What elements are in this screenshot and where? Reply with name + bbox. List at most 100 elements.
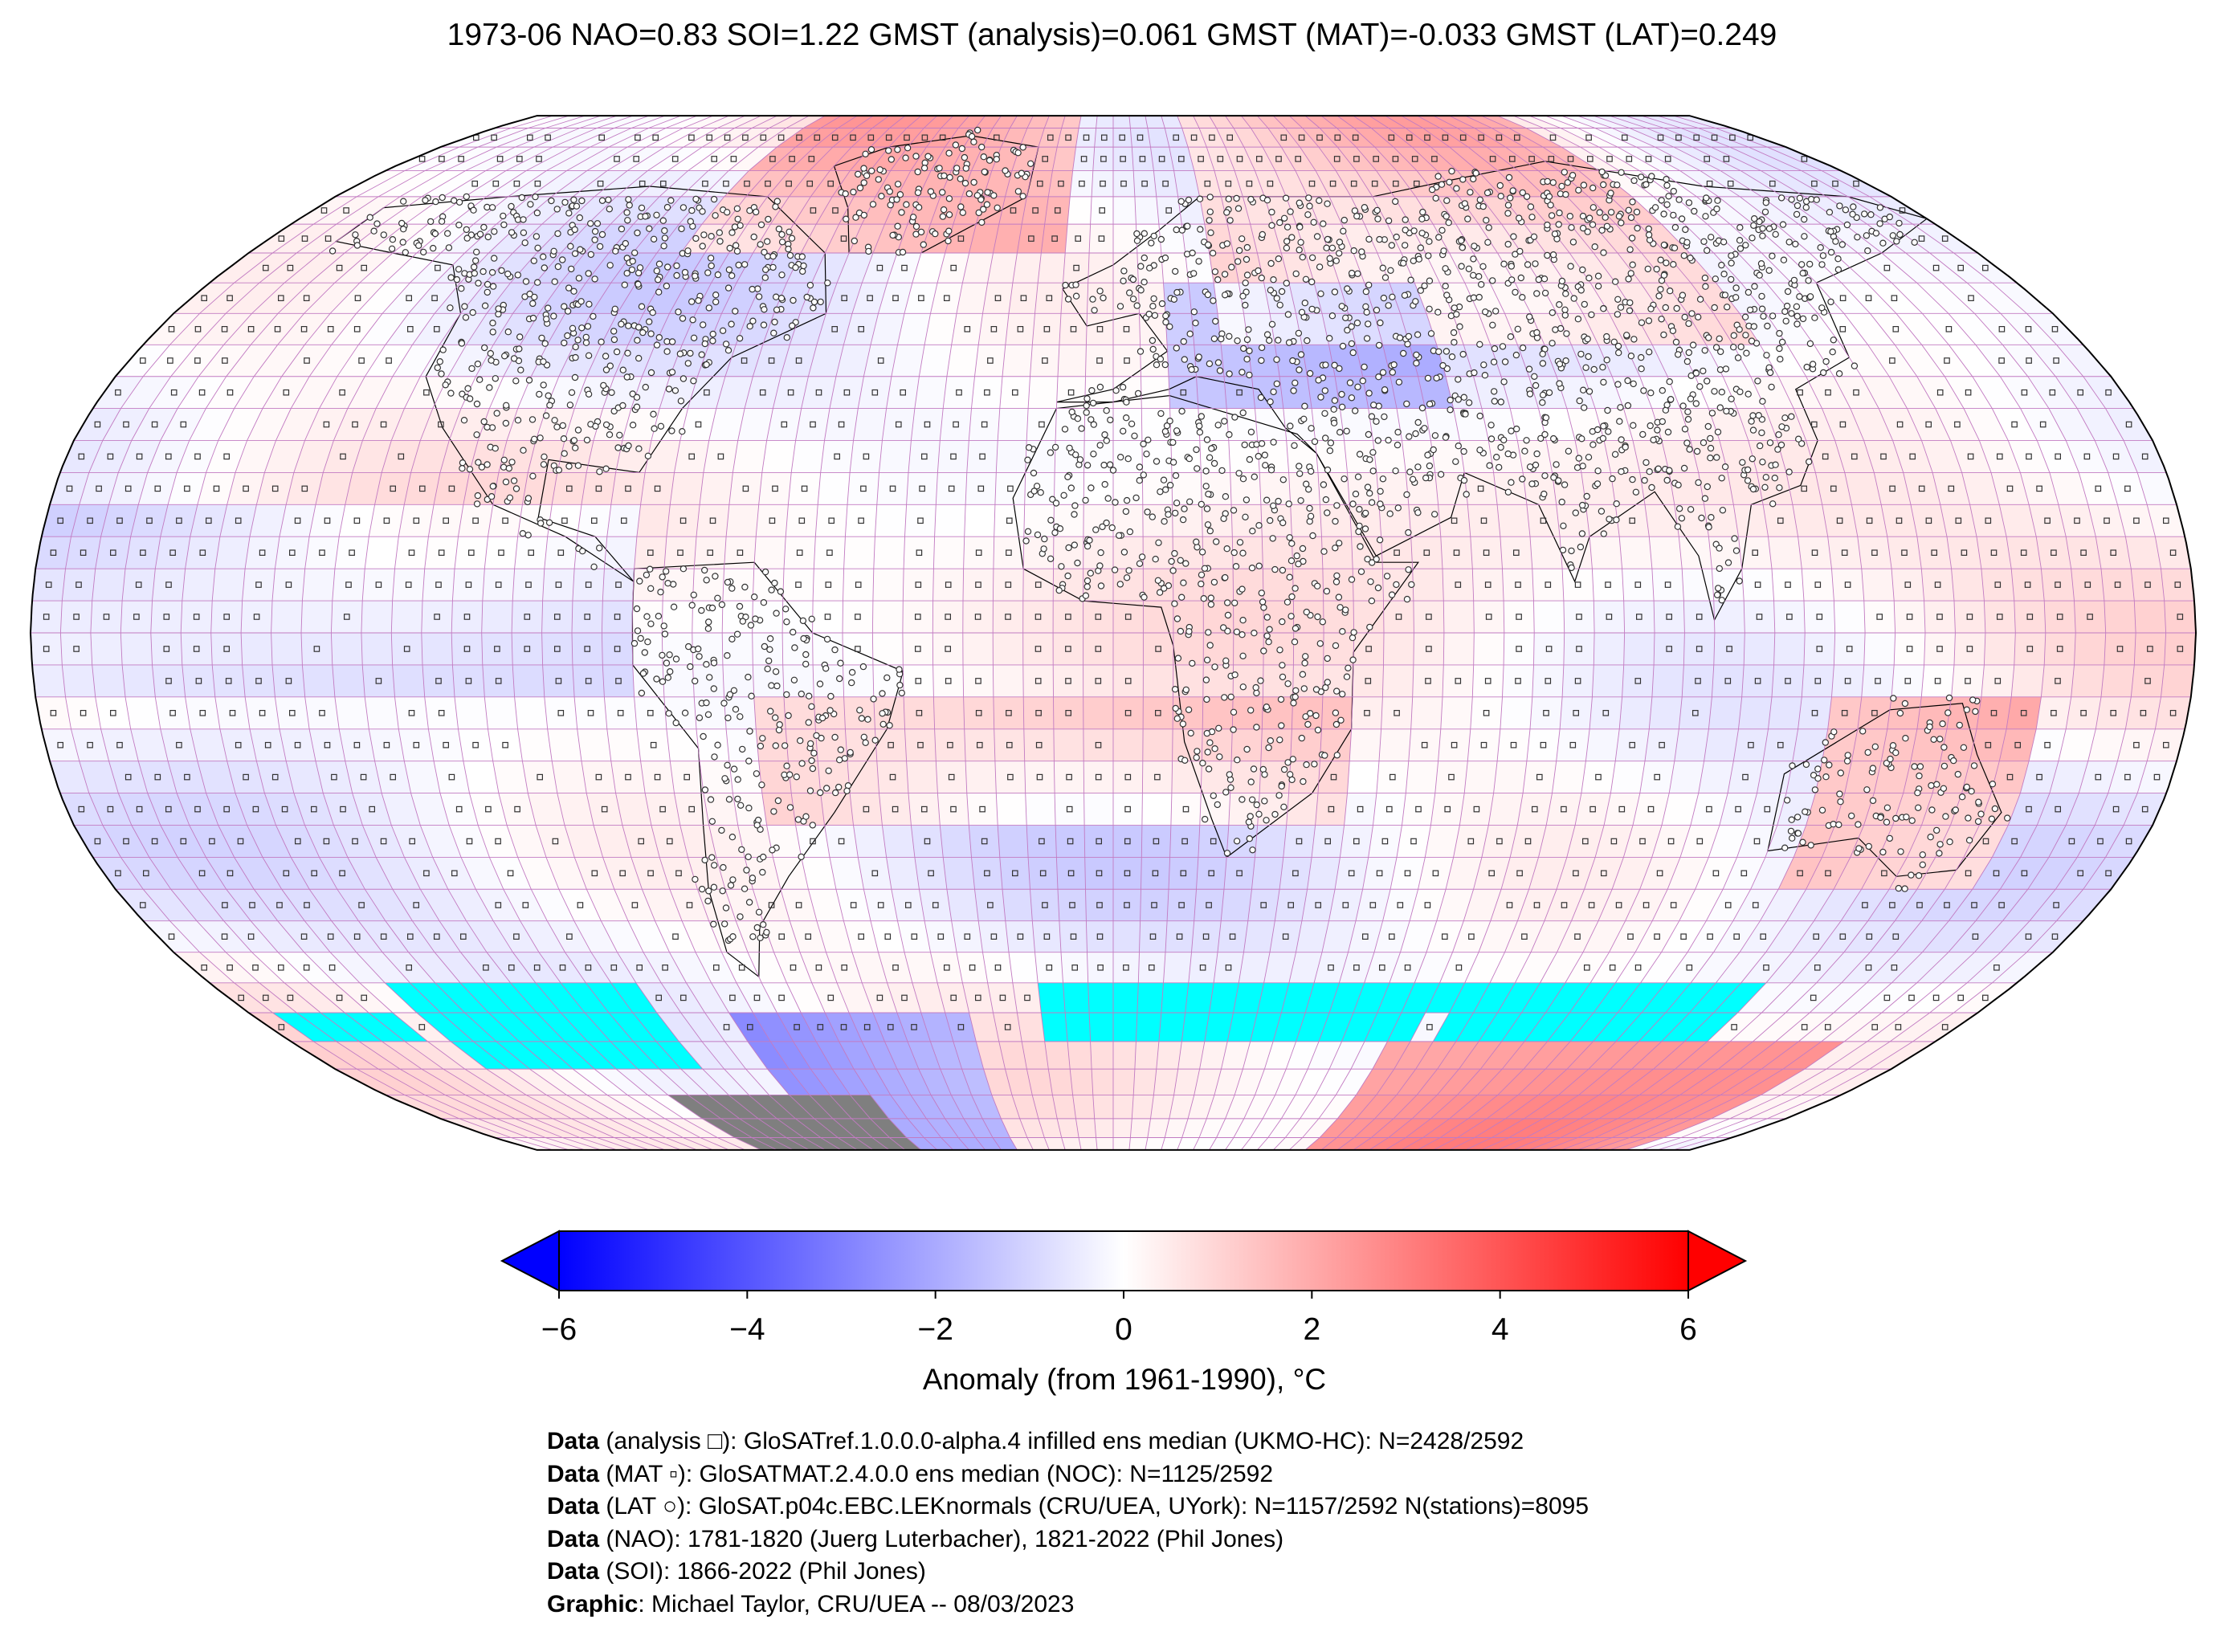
- station-circle: [1528, 480, 1536, 487]
- grid-cell: [1030, 345, 1059, 377]
- grid-cell: [1720, 1069, 1784, 1095]
- grid-cell: [1954, 601, 1985, 633]
- grid-cell: [50, 472, 89, 505]
- grid-cell: [2104, 601, 2136, 633]
- grid-cell: [873, 1013, 908, 1042]
- station-circle: [459, 465, 466, 472]
- grid-cell: [702, 1069, 749, 1095]
- station-circle: [1604, 406, 1611, 414]
- station-circle: [1897, 848, 1904, 855]
- grid-cell: [2036, 536, 2071, 569]
- grid-cell: [996, 793, 1027, 826]
- station-circle: [663, 568, 670, 575]
- grid-cell: [1165, 1118, 1189, 1138]
- station-circle: [571, 373, 579, 381]
- grid-cell: [726, 504, 759, 537]
- grid-cell: [428, 504, 463, 537]
- station-circle: [1214, 359, 1222, 366]
- grid-cell: [934, 504, 966, 537]
- grid-cell: [1443, 664, 1474, 697]
- station-circle: [1936, 841, 1944, 848]
- station-circle: [1332, 709, 1340, 716]
- grid-cell: [422, 569, 455, 602]
- grid-cell: [810, 1069, 851, 1095]
- station-circle: [738, 846, 745, 854]
- station-circle: [743, 867, 750, 874]
- station-circle: [1512, 425, 1520, 433]
- grid-cell: [1085, 889, 1113, 921]
- grid-cell: [73, 825, 121, 858]
- grid-cell: [1417, 1069, 1459, 1095]
- grid-cell: [1379, 728, 1411, 761]
- station-circle: [1944, 709, 1952, 716]
- grid-cell: [1329, 1041, 1365, 1070]
- station-circle: [1430, 446, 1437, 454]
- grid-cell: [284, 982, 345, 1013]
- station-circle: [590, 563, 598, 571]
- station-circle: [758, 781, 765, 789]
- grid-cell: [1329, 982, 1365, 1013]
- grid-cell: [1203, 633, 1234, 665]
- station-circle: [1892, 749, 1900, 757]
- grid-cell: [487, 952, 536, 983]
- station-circle: [718, 601, 726, 609]
- station-circle: [835, 675, 843, 683]
- grid-cell: [1061, 952, 1088, 983]
- grid-cell: [932, 601, 963, 633]
- grid-cell: [937, 440, 969, 473]
- grid-cell: [1581, 761, 1616, 793]
- station-circle: [1271, 810, 1279, 818]
- station-circle: [1708, 410, 1716, 417]
- station-circle: [1097, 549, 1104, 557]
- grid-cell: [1440, 536, 1473, 569]
- grid-cell: [493, 1137, 553, 1150]
- station-circle: [1352, 490, 1360, 498]
- station-circle: [737, 713, 744, 720]
- grid-cell: [2058, 504, 2096, 537]
- station-circle: [670, 581, 677, 588]
- grid-cell: [1113, 170, 1135, 197]
- grid-cell: [1143, 633, 1173, 665]
- station-circle: [1864, 748, 1871, 757]
- station-circle: [1481, 372, 1489, 379]
- station-circle: [858, 715, 866, 722]
- station-circle: [520, 447, 527, 454]
- grid-cell: [1538, 825, 1576, 858]
- station-circle: [1354, 383, 1361, 390]
- station-circle: [1381, 386, 1389, 394]
- grid-cell: [809, 1095, 852, 1119]
- grid-cell: [1911, 504, 1947, 537]
- station-circle: [510, 477, 518, 484]
- grid-cell: [493, 920, 539, 952]
- grid-cell: [1768, 696, 1802, 729]
- station-circle: [1426, 400, 1434, 408]
- station-circle: [1794, 830, 1802, 837]
- grid-cell: [1744, 633, 1775, 665]
- grid-cell: [789, 1095, 833, 1119]
- grid-cell: [1239, 952, 1270, 983]
- station-circle: [1295, 561, 1302, 568]
- station-circle: [1296, 463, 1303, 470]
- grid-cell: [875, 1069, 911, 1095]
- station-circle: [1064, 473, 1071, 481]
- grid-cell: [398, 728, 435, 761]
- grid-cell: [1467, 728, 1500, 761]
- station-circle: [1290, 700, 1297, 707]
- grid-cell: [320, 1013, 382, 1042]
- station-circle: [1239, 369, 1246, 376]
- grid-cell: [1113, 889, 1141, 921]
- station-circle: [1333, 752, 1341, 759]
- grid-cell: [674, 793, 709, 826]
- grid-cell: [1422, 1118, 1468, 1138]
- grid-cell: [1674, 728, 1709, 761]
- grid-cell: [1113, 504, 1144, 537]
- grid-cell: [2077, 825, 2124, 858]
- station-circle: [1096, 383, 1104, 391]
- station-circle: [703, 361, 710, 369]
- station-circle: [1276, 647, 1283, 654]
- station-circle: [1247, 813, 1254, 820]
- grid-cell: [1017, 1013, 1045, 1042]
- grid-cell: [1113, 1013, 1137, 1042]
- station-circle: [1783, 797, 1791, 804]
- station-circle: [1236, 539, 1244, 546]
